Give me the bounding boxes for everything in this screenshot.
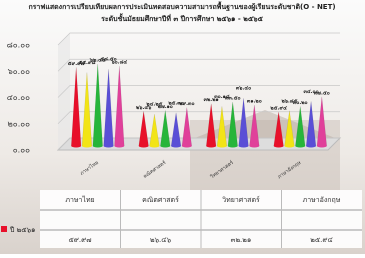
table-row-label: ปี ๒๕๖๑ [10, 226, 36, 234]
cone-base [160, 145, 170, 148]
cone-base [317, 145, 327, 148]
data-label: ๒๙.๓๐ [179, 101, 194, 107]
y-tick-label: ๖๐.๐๐ [8, 67, 30, 76]
data-label: ๖๐.๘๔ [110, 60, 127, 66]
cone-base [285, 145, 295, 148]
data-label: ๓๗.๕๐ [314, 90, 330, 96]
table-cell: ๓๒.๒๑ [231, 236, 252, 244]
table-cell: ๕๙.๙๗ [68, 236, 91, 244]
cone-base [104, 145, 114, 148]
data-label: ๒๕.๙๔ [270, 105, 287, 111]
cone-base [150, 145, 160, 148]
cone-base [239, 145, 249, 148]
cone-base [71, 145, 81, 148]
data-label: ๓๓.๕๐ [225, 96, 241, 102]
table-header: คณิตศาสตร์ [142, 196, 179, 204]
cone-base [82, 145, 92, 148]
cone-base [306, 145, 316, 148]
table-cell: ๒๕.๙๔ [310, 236, 333, 244]
cone-base [206, 145, 216, 148]
data-label: ๓๑.๒๐ [247, 99, 262, 105]
cone-base [228, 145, 238, 148]
table-header: ภาษาอังกฤษ [303, 196, 341, 204]
y-tick-label: ๘๐.๐๐ [7, 41, 30, 50]
cone-base [93, 145, 103, 148]
cone-base [139, 145, 149, 148]
table-legend-key [1, 226, 7, 232]
cone-base [249, 145, 259, 148]
cone-base [274, 145, 284, 148]
cone-base [182, 145, 192, 148]
page: {"chart_data": {"type": "cone", "title":… [0, 0, 365, 254]
y-tick-label: ๐.๐๐ [13, 146, 30, 155]
y-tick-label: ๒๐.๐๐ [8, 119, 31, 128]
cone-base [114, 145, 124, 148]
table-cell: ๒๖.๔๖ [150, 236, 172, 244]
cone-base [217, 145, 227, 148]
cone-base [171, 145, 181, 148]
chart: กราฟแสดงการเปรียบเทียบผลการประเมินทดสอบค… [0, 0, 365, 254]
data-label: ๓๖.๔๐ [236, 86, 251, 92]
cone-base [295, 145, 305, 148]
table-header: วิทยาศาสตร์ [222, 196, 260, 204]
y-tick-label: ๔๐.๐๐ [7, 93, 30, 102]
data-label: ๓๐.๒๐ [293, 100, 308, 106]
table-header: ภาษาไทย [65, 195, 94, 204]
